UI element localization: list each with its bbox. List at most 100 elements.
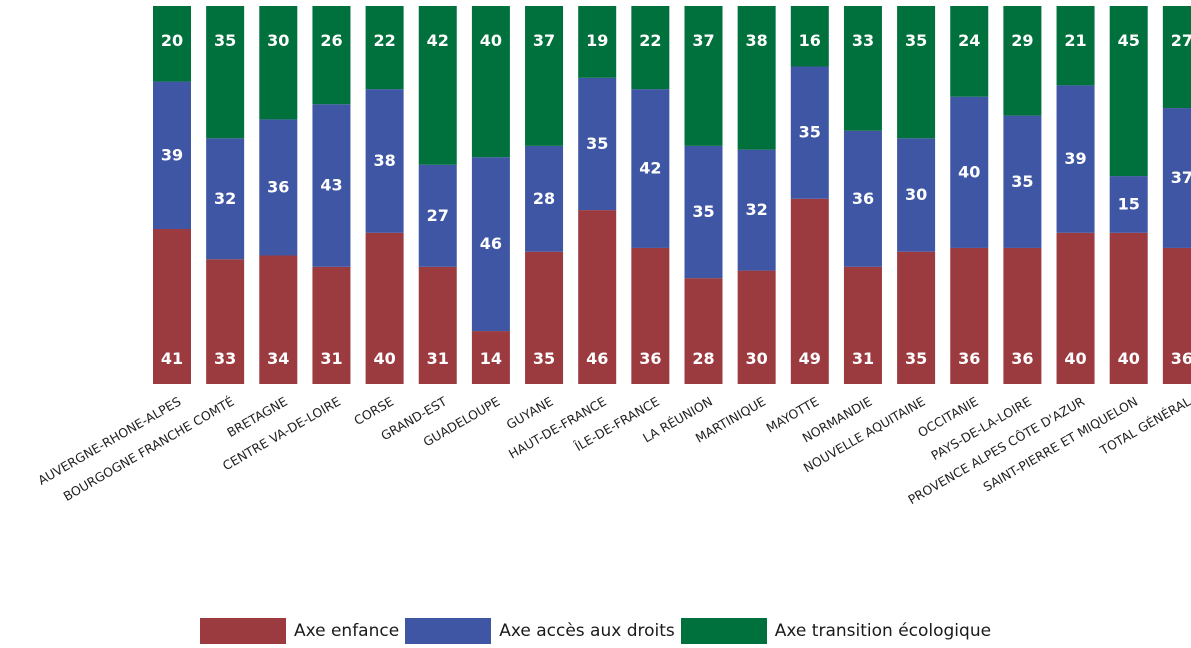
value-label-axe-enfance-bretagne: 34 <box>267 349 289 368</box>
value-label-axe-transition-ecologique-guyane: 37 <box>533 31 555 50</box>
bar-segment-axe-enfance-total-general <box>1162 247 1191 384</box>
value-label-axe-acces-aux-droits-pays-de-la-loire: 35 <box>1011 172 1033 191</box>
bar-segment-axe-transition-ecologique-bretagne <box>259 6 298 120</box>
bar-segment-axe-transition-ecologique-mayotte <box>790 6 829 67</box>
bar-segment-axe-enfance-auvergne-rhone-alpes <box>153 229 191 384</box>
value-label-axe-transition-ecologique-grand-est: 42 <box>427 31 449 50</box>
value-label-axe-acces-aux-droits-provence-alpes-cote-d-azur: 39 <box>1064 149 1086 168</box>
value-label-axe-enfance-normandie: 31 <box>852 349 874 368</box>
bar-segment-axe-transition-ecologique-total-general <box>1162 6 1191 109</box>
bar-segment-axe-transition-ecologique-la-reunion <box>684 6 723 146</box>
value-label-axe-enfance-grand-est: 31 <box>427 349 449 368</box>
legend-label-axe-acces-aux-droits: Axe accès aux droits <box>499 621 675 641</box>
value-label-axe-enfance-nouvelle-aquitaine: 35 <box>905 349 927 368</box>
value-label-axe-transition-ecologique-centre-va-de-loire: 26 <box>320 31 342 50</box>
bar-segment-axe-acces-aux-droits-bourgogne-franche-comte <box>206 138 245 260</box>
legend-label-axe-enfance: Axe enfance <box>293 621 400 641</box>
bar-segment-axe-acces-aux-droits-haut-de-france <box>578 77 617 211</box>
value-label-axe-enfance-guyane: 35 <box>533 349 555 368</box>
bar-segment-axe-enfance-corse <box>365 232 404 384</box>
value-label-axe-transition-ecologique-martinique: 38 <box>746 31 768 50</box>
bar-segment-axe-transition-ecologique-guyane <box>525 6 564 146</box>
value-label-axe-transition-ecologique-total-general: 27 <box>1171 31 1191 50</box>
value-label-axe-transition-ecologique-nouvelle-aquitaine: 35 <box>905 31 927 50</box>
bar-segment-axe-enfance-occitanie <box>950 247 989 384</box>
value-label-axe-acces-aux-droits-nouvelle-aquitaine: 30 <box>905 185 927 204</box>
bars-group <box>153 6 1191 384</box>
legend-swatch-axe-transition-ecologique <box>680 618 767 644</box>
bar-segment-axe-transition-ecologique-nouvelle-aquitaine <box>897 6 936 139</box>
value-label-axe-transition-ecologique-haut-de-france: 19 <box>586 31 608 50</box>
bar-segment-axe-enfance-la-reunion <box>684 278 723 384</box>
value-label-axe-enfance-total-general: 36 <box>1171 349 1191 368</box>
value-label-axe-acces-aux-droits-normandie: 36 <box>852 189 874 208</box>
legend-swatch-axe-enfance <box>199 618 286 644</box>
legend-swatch-axe-acces-aux-droits <box>405 618 492 644</box>
x-tick-label-haut-de-france: HAUT-DE-FRANCE <box>506 394 609 462</box>
bar-segment-axe-acces-aux-droits-martinique <box>737 149 776 271</box>
bar-segment-axe-enfance-pays-de-la-loire <box>1003 247 1042 384</box>
bar-segment-axe-acces-aux-droits-pays-de-la-loire <box>1003 115 1042 248</box>
value-label-axe-enfance-la-reunion: 28 <box>692 349 714 368</box>
value-label-axe-enfance-bourgogne-franche-comte: 33 <box>214 349 236 368</box>
value-label-axe-enfance-guadeloupe: 14 <box>480 349 502 368</box>
legend-item-axe-transition-ecologique: Axe transition écologique <box>680 618 991 644</box>
bar-segment-axe-transition-ecologique-pays-de-la-loire <box>1003 6 1042 116</box>
x-tick-label-total-general: TOTAL GÉNÉRAL <box>1097 394 1191 459</box>
value-labels-group: 41 39 20 33 32 35 34 36 30 31 43 26 40 38 22 31 27 42 14 46… <box>161 31 1191 368</box>
bar-segment-axe-enfance-saint-pierre-et-miquelon <box>1109 232 1148 384</box>
value-label-axe-transition-ecologique-corse: 22 <box>373 31 395 50</box>
bar-segment-axe-transition-ecologique-normandie <box>843 6 882 131</box>
bar-segment-axe-enfance-normandie <box>843 266 882 384</box>
bar-segment-axe-enfance-martinique <box>737 270 776 384</box>
bar-segment-axe-acces-aux-droits-ile-de-france <box>631 89 670 248</box>
value-label-axe-acces-aux-droits-ile-de-france: 42 <box>639 159 661 178</box>
value-label-axe-acces-aux-droits-centre-va-de-loire: 43 <box>320 176 342 195</box>
bar-segment-axe-acces-aux-droits-guyane <box>525 145 564 252</box>
bar-segment-axe-enfance-nouvelle-aquitaine <box>897 251 936 384</box>
value-label-axe-transition-ecologique-normandie: 33 <box>852 31 874 50</box>
value-label-axe-enfance-martinique: 30 <box>746 349 768 368</box>
value-label-axe-acces-aux-droits-mayotte: 35 <box>799 123 821 142</box>
value-label-axe-enfance-mayotte: 49 <box>799 349 821 368</box>
bar-segment-axe-acces-aux-droits-corse <box>365 89 404 233</box>
value-label-axe-enfance-ile-de-france: 36 <box>639 349 661 368</box>
value-label-axe-enfance-saint-pierre-et-miquelon: 40 <box>1118 349 1140 368</box>
bar-segment-axe-enfance-mayotte <box>790 198 829 384</box>
bar-segment-axe-transition-ecologique-martinique <box>737 6 776 150</box>
bar-segment-axe-enfance-centre-va-de-loire <box>312 266 351 384</box>
bar-segment-axe-transition-ecologique-auvergne-rhone-alpes <box>153 6 191 82</box>
value-label-axe-acces-aux-droits-bourgogne-franche-comte: 32 <box>214 189 236 208</box>
bar-segment-axe-enfance-haut-de-france <box>578 210 617 384</box>
value-label-axe-enfance-corse: 40 <box>373 349 395 368</box>
bar-segment-axe-acces-aux-droits-auvergne-rhone-alpes <box>153 81 191 230</box>
bar-segment-axe-acces-aux-droits-centre-va-de-loire <box>312 104 351 267</box>
value-label-axe-transition-ecologique-bourgogne-franche-comte: 35 <box>214 31 236 50</box>
bar-segment-axe-acces-aux-droits-provence-alpes-cote-d-azur <box>1056 85 1095 233</box>
legend-item-axe-acces-aux-droits: Axe accès aux droits <box>405 618 675 644</box>
value-label-axe-acces-aux-droits-grand-est: 27 <box>427 206 449 225</box>
bar-segment-axe-enfance-provence-alpes-cote-d-azur <box>1056 232 1095 384</box>
bar-segment-axe-acces-aux-droits-nouvelle-aquitaine <box>897 138 936 252</box>
bar-segment-axe-enfance-grand-est <box>418 266 457 384</box>
value-label-axe-transition-ecologique-mayotte: 16 <box>799 31 821 50</box>
bar-segment-axe-transition-ecologique-bourgogne-franche-comte <box>206 6 245 139</box>
value-label-axe-transition-ecologique-guadeloupe: 40 <box>480 31 502 50</box>
value-label-axe-acces-aux-droits-bretagne: 36 <box>267 177 289 196</box>
value-label-axe-enfance-pays-de-la-loire: 36 <box>1011 349 1033 368</box>
bar-segment-axe-enfance-ile-de-france <box>631 247 670 384</box>
value-label-axe-acces-aux-droits-haut-de-france: 35 <box>586 134 608 153</box>
value-label-axe-enfance-auvergne-rhone-alpes: 41 <box>161 349 183 368</box>
bar-segment-axe-transition-ecologique-corse <box>365 6 404 90</box>
bar-segment-axe-transition-ecologique-centre-va-de-loire <box>312 6 351 105</box>
value-label-axe-enfance-occitanie: 36 <box>958 349 980 368</box>
bar-segment-axe-enfance-guyane <box>525 251 564 384</box>
legend: Axe enfance Axe accès aux droits Axe trans… <box>0 614 1191 648</box>
value-label-axe-acces-aux-droits-saint-pierre-et-miquelon: 15 <box>1118 194 1140 213</box>
value-label-axe-transition-ecologique-auvergne-rhone-alpes: 20 <box>161 31 183 50</box>
bar-segment-axe-enfance-bourgogne-franche-comte <box>206 259 245 384</box>
value-label-axe-transition-ecologique-la-reunion: 37 <box>692 31 714 50</box>
value-label-axe-acces-aux-droits-la-reunion: 35 <box>692 202 714 221</box>
bar-segment-axe-transition-ecologique-ile-de-france <box>631 6 670 90</box>
